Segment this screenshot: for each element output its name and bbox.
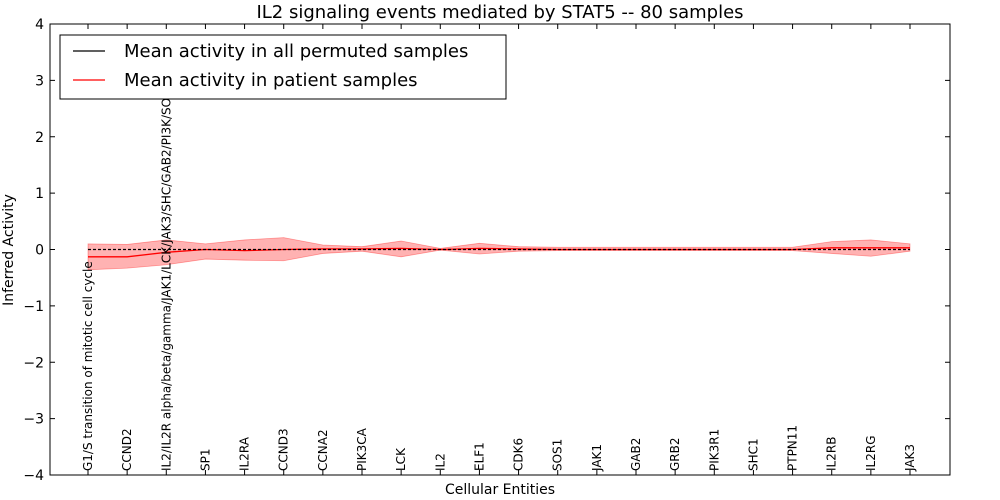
y-tick-label: 0 (35, 243, 44, 259)
x-tick-label: SHC1 (746, 438, 760, 471)
confidence-bands (87, 237, 911, 271)
y-tick-label: 1 (35, 186, 44, 202)
y-tick-label: 2 (35, 130, 44, 146)
y-tick-label: 4 (35, 17, 44, 33)
x-tick-label: IL2RA (238, 436, 252, 471)
x-tick-label: IL2RB (825, 437, 839, 471)
legend-box (59, 34, 507, 100)
x-axis-label: Cellular Entities (445, 482, 555, 498)
x-tick-label: G1/S transition of mitotic cell cycle (81, 261, 95, 471)
x-tick-label: JAK3 (903, 444, 917, 472)
x-tick-label: PIK3CA (355, 427, 369, 471)
legend-label: Mean activity in all permuted samples (124, 41, 468, 62)
y-axis: −4 −3 −2 −1 0 1 2 3 4 (23, 17, 950, 484)
legend: Mean activity in all permuted samples Mea… (59, 34, 507, 100)
x-tick-label: CCND3 (277, 428, 291, 471)
x-tick-label: CCND2 (120, 428, 134, 471)
x-tick-label: GRB2 (668, 437, 682, 471)
x-tick-label: SP1 (198, 449, 212, 472)
x-tick-label: SOS1 (551, 439, 565, 471)
y-tick-label: −2 (23, 355, 44, 371)
series-lines (88, 247, 910, 258)
y-tick-label: −3 (23, 412, 44, 428)
x-tick-label: GAB2 (629, 438, 643, 471)
x-tick-label: PIK3R1 (707, 429, 721, 471)
y-tick-label: −1 (23, 299, 44, 315)
x-tick-label: IL2 (433, 453, 447, 471)
x-tick-label: LCK (394, 447, 408, 471)
y-tick-label: 3 (35, 73, 44, 89)
y-axis-label: Inferred Activity (1, 194, 17, 306)
x-tick-label: IL2RG (864, 436, 878, 472)
x-tick-label: IL2/IL2R alpha/beta/gamma/JAK1/LCK/JAK3/… (159, 47, 173, 471)
legend-label: Mean activity in patient samples (124, 70, 418, 91)
x-axis: G1/S transition of mitotic cell cycle CCN… (81, 24, 917, 475)
x-tick-label: CDK6 (512, 438, 526, 471)
y-tick-label: −4 (23, 468, 44, 484)
series-band (87, 237, 911, 271)
chart-title: IL2 signaling events mediated by STAT5 -… (256, 2, 743, 23)
x-tick-label: ELF1 (472, 442, 486, 471)
x-tick-label: PTPN11 (786, 425, 800, 471)
x-tick-label: JAK1 (590, 444, 604, 472)
x-tick-label: CCNA2 (316, 429, 330, 471)
